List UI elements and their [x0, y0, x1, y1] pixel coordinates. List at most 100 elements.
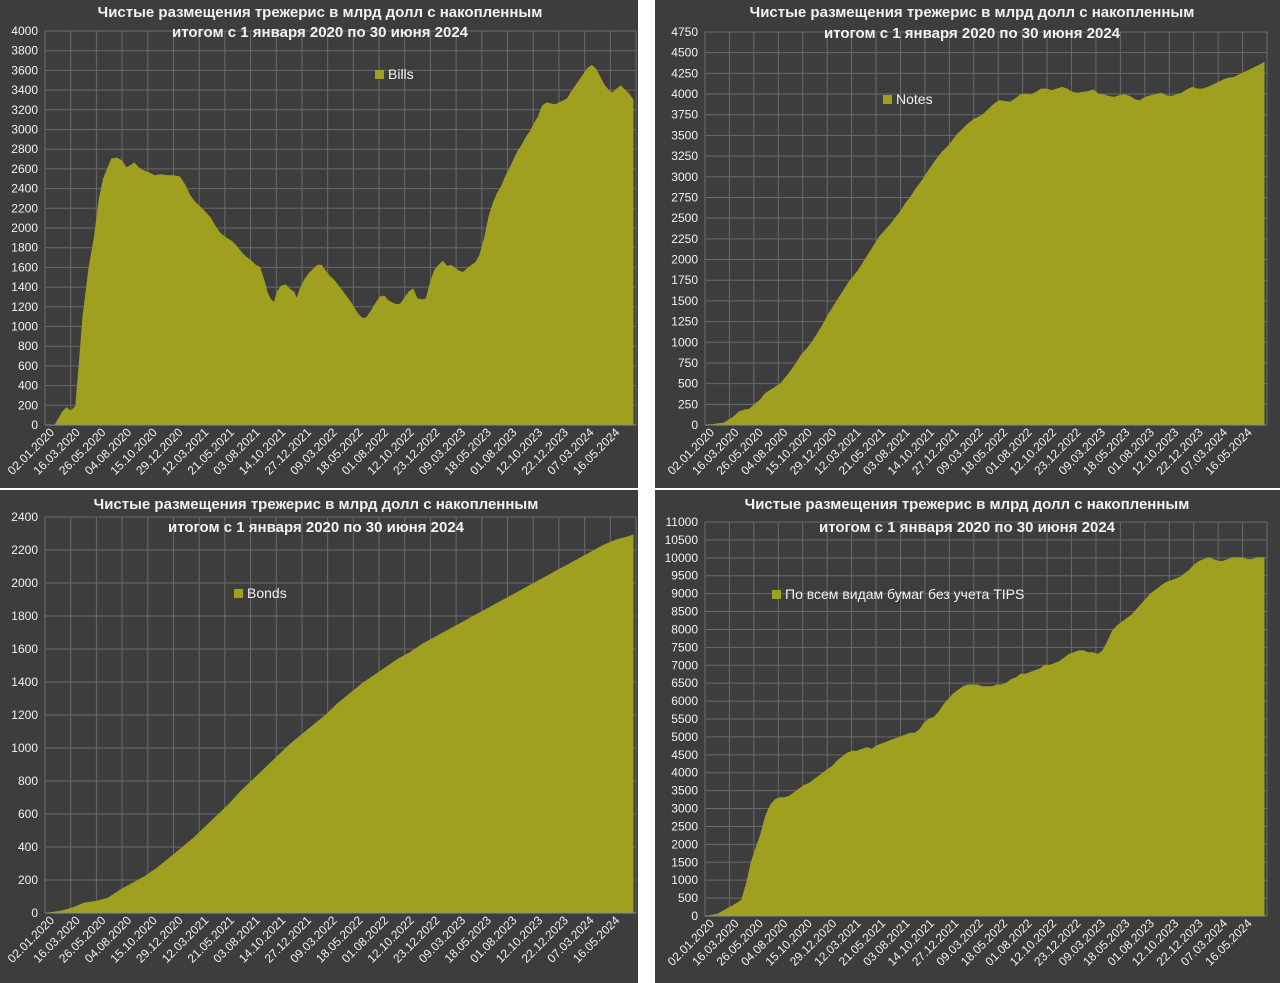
y-tick-label: 7500	[671, 640, 698, 654]
y-tick-label: 9500	[671, 569, 698, 583]
y-tick-label: 10000	[665, 551, 699, 565]
y-tick-label: 1800	[11, 609, 38, 623]
y-tick-label: 1400	[11, 675, 38, 689]
chart-svg: 0 200 400 600 800 1000 1200 1400 1600 1800 2000 220…	[5, 496, 637, 966]
y-tick-label: 5000	[671, 730, 698, 744]
y-tick-label: 4500	[671, 748, 698, 762]
y-tick-label: 4000	[671, 87, 698, 101]
y-tick-label: 2500	[671, 211, 698, 225]
y-tick-label: 2200	[11, 201, 38, 215]
y-tick-label: 9000	[671, 587, 698, 601]
y-tick-label: 2000	[671, 837, 698, 851]
y-tick-label: 2600	[11, 162, 38, 176]
chart-title: итогом с 1 января 2020 по 30 июня 2024	[168, 519, 465, 536]
y-tick-label: 1600	[11, 260, 38, 274]
y-tick-label: 3250	[671, 149, 698, 163]
y-tick-label: 6000	[671, 694, 698, 708]
y-tick-label: 2000	[671, 253, 698, 267]
y-tick-label: 0	[31, 418, 38, 432]
y-tick-label: 1750	[671, 273, 698, 287]
y-tick-label: 500	[678, 891, 698, 905]
chart-bonds: 0 200 400 600 800 1000 1200 1400 1600 1800 2000 220…	[0, 490, 638, 983]
y-tick-label: 3600	[11, 63, 38, 77]
y-tick-label: 250	[678, 397, 698, 411]
y-tick-label: 4000	[11, 24, 38, 38]
legend-label: По всем видам бумаг без учета TIPS	[785, 586, 1024, 602]
y-tick-label: 2200	[11, 543, 38, 557]
legend-label: Bonds	[247, 585, 287, 601]
area-series	[707, 557, 1265, 917]
chart-title: итогом с 1 января 2020 по 30 июня 2024	[172, 24, 469, 41]
y-tick-label: 1400	[11, 280, 38, 294]
y-tick-label: 1200	[11, 300, 38, 314]
y-tick-label: 8500	[671, 605, 698, 619]
y-tick-label: 3500	[671, 784, 698, 798]
y-tick-label: 2800	[11, 142, 38, 156]
y-tick-label: 600	[18, 807, 38, 821]
y-tick-label: 1000	[11, 741, 38, 755]
chart-title: итогом с 1 января 2020 по 30 июня 2024	[819, 519, 1116, 536]
y-tick-label: 2400	[11, 510, 38, 524]
y-tick-label: 800	[18, 339, 38, 353]
y-tick-label: 3750	[671, 108, 698, 122]
y-tick-label: 3000	[671, 802, 698, 816]
y-tick-label: 200	[18, 398, 38, 412]
chart-bills: 0 200 400 600 800 1000 1200 1400 1600 1800 2000 220…	[0, 0, 638, 488]
y-tick-label: 3800	[11, 44, 38, 58]
y-tick-label: 800	[18, 774, 38, 788]
y-tick-label: 1500	[671, 855, 698, 869]
y-tick-label: 1200	[11, 708, 38, 722]
chart-title: Чистые размещения трежерис в млрд долл с…	[98, 4, 543, 21]
y-tick-label: 2500	[671, 819, 698, 833]
y-tick-label: 2000	[11, 576, 38, 590]
y-tick-label: 10500	[665, 533, 699, 547]
y-tick-label: 3400	[11, 83, 38, 97]
y-tick-label: 1600	[11, 642, 38, 656]
area-series	[707, 61, 1265, 426]
y-tick-label: 6500	[671, 676, 698, 690]
legend-swatch	[883, 95, 892, 104]
y-tick-label: 3000	[11, 123, 38, 137]
y-tick-label: 4250	[671, 66, 698, 80]
legend-swatch	[375, 70, 384, 79]
y-tick-label: 750	[678, 356, 698, 370]
y-tick-label: 5500	[671, 712, 698, 726]
y-tick-label: 8000	[671, 622, 698, 636]
chart-title: итогом с 1 января 2020 по 30 июня 2024	[824, 25, 1121, 42]
y-tick-label: 0	[691, 909, 698, 923]
y-tick-label: 7000	[671, 658, 698, 672]
y-tick-label: 2000	[11, 221, 38, 235]
y-tick-label: 2250	[671, 232, 698, 246]
y-tick-label: 1000	[11, 320, 38, 334]
y-tick-label: 1000	[671, 873, 698, 887]
y-tick-label: 500	[678, 377, 698, 391]
legend-swatch	[772, 590, 781, 599]
y-tick-label: 600	[18, 359, 38, 373]
chart-total: 0 500 1000 1500 2000 2500 3000 3500 4000 4500 5000…	[655, 490, 1280, 983]
y-tick-label: 1000	[671, 335, 698, 349]
chart-title: Чистые размещения трежерис в млрд долл с…	[94, 496, 539, 513]
y-tick-label: 3500	[671, 128, 698, 142]
chart-svg: 0 500 1000 1500 2000 2500 3000 3500 4000 4500 5000…	[665, 496, 1268, 969]
area-series	[48, 64, 634, 426]
y-tick-label: 200	[18, 873, 38, 887]
chart-title: Чистые размещения трежерис в млрд долл с…	[750, 4, 1195, 21]
chart-svg: 0 250 500 750 1000 1250 1500 1750 2000 2250 2500 27…	[665, 4, 1268, 478]
y-tick-label: 0	[691, 418, 698, 432]
y-tick-label: 0	[31, 906, 38, 920]
legend-label: Notes	[896, 91, 933, 107]
y-tick-label: 1800	[11, 241, 38, 255]
y-tick-label: 2750	[671, 190, 698, 204]
y-tick-label: 4750	[671, 25, 698, 39]
chart-notes: 0 250 500 750 1000 1250 1500 1750 2000 2250 2500 27…	[655, 0, 1280, 488]
y-tick-label: 4000	[671, 766, 698, 780]
y-tick-label: 400	[18, 379, 38, 393]
chart-svg: 0 200 400 600 800 1000 1200 1400 1600 1800 2000 220…	[5, 4, 637, 478]
y-tick-label: 1250	[671, 315, 698, 329]
y-tick-label: 400	[18, 840, 38, 854]
y-tick-label: 3000	[671, 170, 698, 184]
legend-label: Bills	[388, 66, 414, 82]
legend-swatch	[234, 589, 243, 598]
y-tick-label: 11000	[666, 515, 699, 529]
chart-title: Чистые размещения трежерис в млрд долл с…	[745, 496, 1190, 513]
